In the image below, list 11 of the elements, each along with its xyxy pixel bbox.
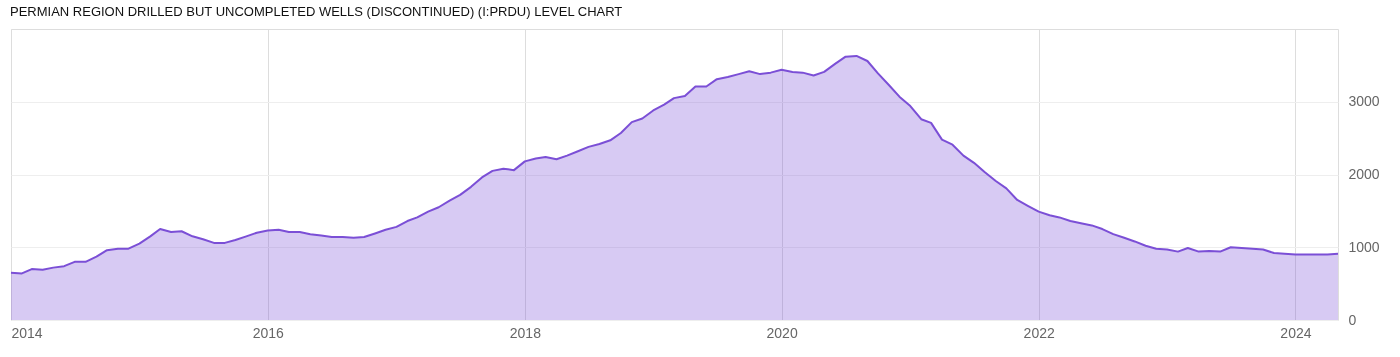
- x-tick-label: 2018: [509, 324, 542, 341]
- x-tick-label: 2022: [1023, 324, 1055, 341]
- x-tick-label: 2024: [1280, 324, 1312, 341]
- chart-title: PERMIAN REGION DRILLED BUT UNCOMPLETED WELLS (DISCONTINUED) (I:PRDU) LEVEL CHART: [10, 4, 623, 19]
- y-tick-label: 0: [1348, 311, 1357, 328]
- x-tick-label: 2016: [252, 324, 285, 341]
- y-tick-label: 2000: [1348, 166, 1380, 182]
- x-tick-label: 2020: [766, 324, 798, 341]
- y-tick-label: 3000: [1348, 93, 1380, 110]
- y-tick-label: 1000: [1348, 238, 1380, 255]
- x-tick-label: 2014: [11, 324, 43, 341]
